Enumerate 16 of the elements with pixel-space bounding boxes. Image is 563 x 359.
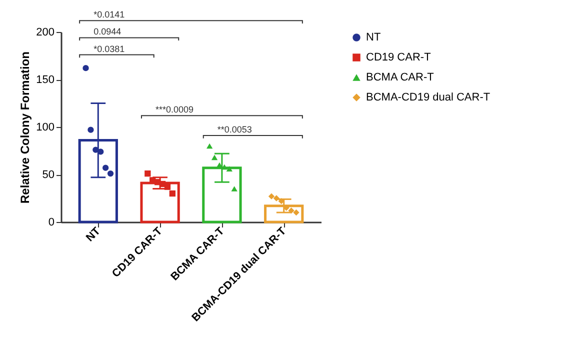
legend-label: BCMA CAR-T [366,72,434,84]
y-tick-label: 150 [36,74,54,86]
legend-label: BCMA-CD19 dual CAR-T [366,92,490,104]
annotation: 0.0944 [94,26,122,37]
x-tick-label: NT [84,225,104,244]
annotation: ***0.0009 [155,104,194,115]
legend-label: NT [366,32,381,44]
y-tick-label: 0 [48,216,54,228]
legend-label: CD19 CAR-T [366,52,432,64]
annotation: *0.0381 [94,44,125,54]
y-tick-label: 100 [36,122,54,134]
y-axis-title: Relative Colony Formation [18,51,32,204]
text: *0.0141 [94,10,125,20]
y-tick-label: 200 [36,26,54,38]
annotation: **0.0053 [217,124,252,135]
y-tick-label: 50 [42,169,54,181]
